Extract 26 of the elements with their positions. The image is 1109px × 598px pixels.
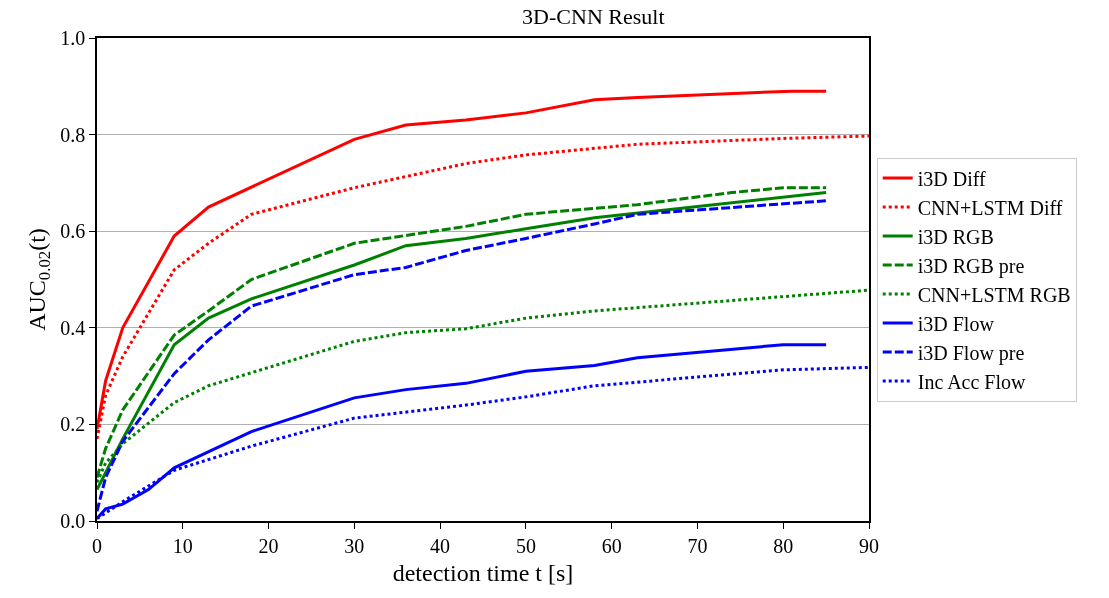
legend-label: i3D Flow [917,312,995,335]
x-tick-label: 40 [430,534,451,557]
y-tick-label: 1.0 [60,27,86,49]
x-tick-label: 90 [859,534,879,557]
x-tick-label: 60 [601,534,622,557]
legend-label: i3D RGB pre [917,254,1025,278]
y-tick-label: 0.8 [60,123,86,146]
x-tick-label: 30 [344,534,365,557]
x-tick-label: 20 [258,534,279,557]
legend-label: i3D Flow pre [917,341,1025,365]
y-tick-label: 0.6 [60,220,86,243]
x-tick-label: 0 [92,534,102,557]
legend-label: i3D RGB [917,225,994,248]
y-tick-label: 0.2 [60,413,86,436]
legend-label: CNN+LSTM Diff [917,196,1063,219]
legend-label: Inc Acc Flow [917,370,1027,393]
y-tick-label: 0.4 [60,316,86,339]
y-tick-label: 0.0 [60,510,86,532]
legend-label: CNN+LSTM RGB [917,283,1071,306]
chart-title: 3D-CNN Result [522,4,665,30]
x-axis-title: detection time t [s] [392,559,574,586]
x-tick-label: 50 [515,534,536,557]
legend-label: i3D Diff [917,167,987,190]
x-tick-label: 10 [172,534,193,557]
x-tick-label: 80 [773,534,794,557]
x-tick-label: 70 [687,534,708,557]
